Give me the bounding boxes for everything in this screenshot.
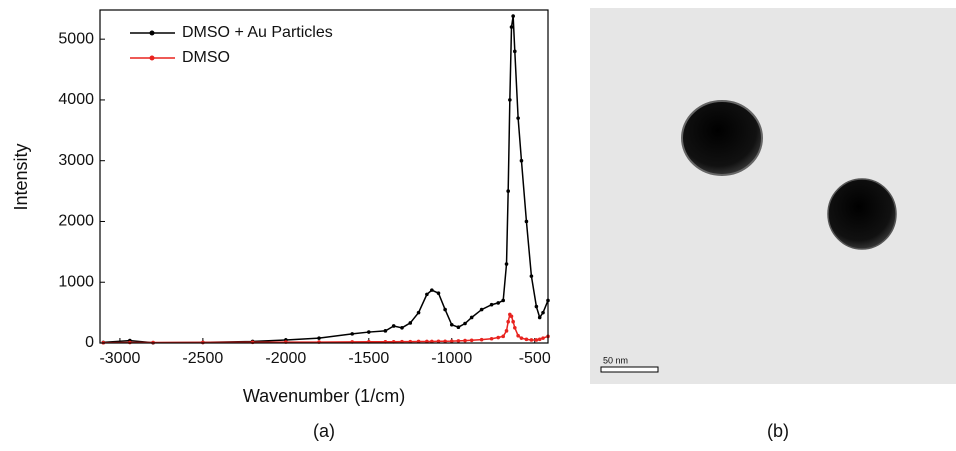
- x-tick-label: -1000: [431, 350, 472, 367]
- data-point: [511, 319, 515, 324]
- particle: [681, 100, 763, 176]
- data-point: [506, 319, 510, 324]
- data-point: [436, 339, 441, 344]
- x-tick-label: -3000: [99, 350, 140, 367]
- data-point: [537, 337, 542, 342]
- data-point: [443, 307, 447, 312]
- particle: [827, 178, 897, 250]
- data-point: [541, 336, 545, 340]
- data-point: [513, 326, 517, 330]
- y-tick-label: 4000: [58, 91, 94, 108]
- data-point: [449, 322, 454, 327]
- data-point: [504, 329, 509, 333]
- data-point: [509, 314, 514, 319]
- data-point: [541, 310, 545, 315]
- data-point: [501, 298, 506, 303]
- data-point: [449, 339, 454, 343]
- scale-label: 50 nm: [603, 355, 628, 365]
- data-point: [456, 339, 461, 343]
- data-point: [443, 339, 447, 344]
- x-tick-label: -1500: [348, 350, 389, 367]
- data-point: [416, 310, 421, 315]
- data-point: [456, 325, 461, 330]
- data-point: [479, 307, 484, 312]
- data-point: [489, 336, 494, 341]
- data-point: [430, 288, 434, 292]
- scale-bar: [600, 366, 659, 373]
- plot-frame: [99, 9, 549, 344]
- data-point: [430, 339, 434, 344]
- x-tick-label: -2000: [265, 350, 306, 367]
- y-axis-label: Intensity: [11, 143, 31, 210]
- data-point: [524, 337, 529, 342]
- data-point: [534, 304, 539, 309]
- data-point: [516, 116, 520, 120]
- data-point: [201, 340, 205, 345]
- data-point: [469, 315, 474, 320]
- data-point: [463, 338, 467, 343]
- data-point: [529, 338, 534, 342]
- data-point: [537, 315, 542, 320]
- y-tick-label: 2000: [58, 213, 94, 230]
- data-point: [496, 335, 501, 340]
- data-point: [425, 339, 429, 344]
- legend-label: DMSO + Au Particles: [182, 24, 333, 41]
- data-point: [425, 292, 429, 297]
- legend-marker: [149, 55, 155, 61]
- data-point: [469, 338, 474, 343]
- micrograph: [590, 8, 956, 384]
- data-point: [513, 49, 517, 54]
- legend-label: DMSO: [182, 49, 230, 66]
- y-tick-label: 3000: [58, 152, 94, 169]
- data-point: [516, 333, 520, 338]
- data-point: [509, 25, 514, 29]
- data-point: [317, 336, 321, 340]
- series-line: [103, 312, 549, 344]
- data-point: [408, 321, 413, 325]
- data-point: [400, 326, 404, 330]
- y-tick-label: 1000: [58, 273, 94, 290]
- x-axis-label: Wavenumber (1/cm): [243, 386, 405, 406]
- data-point: [479, 337, 484, 342]
- data-point: [519, 158, 524, 163]
- series-line: [103, 15, 549, 344]
- data-point: [501, 334, 506, 339]
- y-tick-label: 0: [85, 334, 94, 351]
- data-point: [524, 219, 529, 224]
- data-point: [504, 262, 509, 266]
- data-point: [391, 324, 396, 328]
- data-point: [350, 332, 355, 336]
- data-point: [506, 189, 510, 193]
- data-point: [436, 291, 441, 295]
- data-point: [534, 338, 539, 342]
- x-tick-label: -2500: [182, 350, 223, 367]
- data-point: [489, 302, 494, 307]
- x-tick-label: -500: [519, 350, 551, 367]
- data-point: [367, 330, 371, 334]
- data-point: [463, 321, 467, 326]
- data-point: [519, 336, 524, 340]
- data-point: [508, 98, 512, 102]
- caption: (a): [313, 421, 335, 441]
- data-point: [511, 14, 515, 18]
- y-tick-label: 5000: [58, 30, 94, 47]
- caption: (b): [767, 421, 789, 441]
- data-point: [529, 274, 534, 278]
- data-point: [496, 301, 501, 305]
- data-point: [383, 329, 388, 333]
- legend-marker: [149, 30, 155, 36]
- data-point: [416, 339, 421, 344]
